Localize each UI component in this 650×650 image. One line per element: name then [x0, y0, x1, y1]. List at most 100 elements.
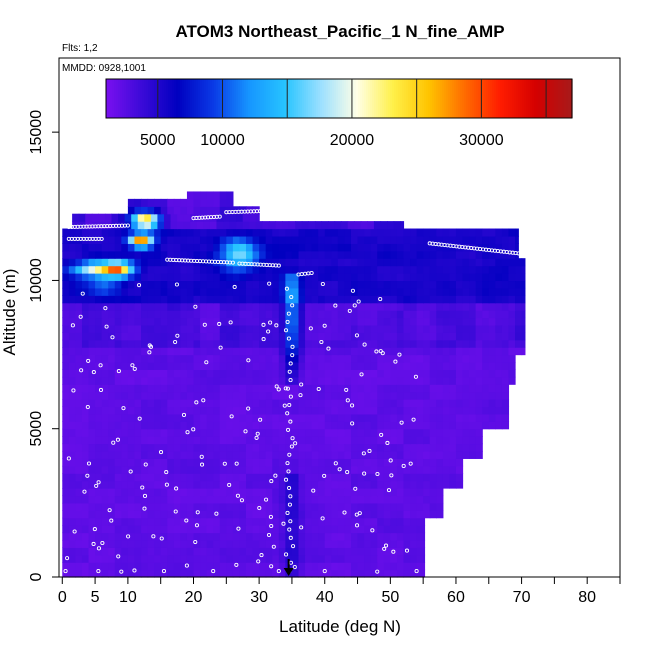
- heat-cell: [370, 406, 378, 415]
- heat-cell: [219, 347, 227, 356]
- colorbar-cell: [376, 79, 379, 118]
- heat-cell: [436, 332, 444, 341]
- colorbar-cell: [138, 79, 141, 118]
- heat-cell: [101, 421, 109, 430]
- heat-cell: [173, 235, 181, 244]
- heat-cell: [200, 317, 208, 326]
- flight-point: [234, 562, 239, 567]
- heat-cell: [62, 428, 70, 437]
- heat-cell: [226, 361, 234, 370]
- flight-point: [308, 326, 313, 331]
- heat-cell: [396, 243, 405, 252]
- flight-point: [354, 333, 359, 338]
- heat-cell: [495, 250, 503, 259]
- heat-cell: [246, 347, 254, 356]
- colorbar-cell: [188, 79, 191, 118]
- heat-cell: [324, 458, 332, 467]
- heat-cell: [101, 480, 109, 489]
- flight-point: [401, 463, 406, 468]
- heat-cell: [265, 554, 273, 563]
- heat-cell: [232, 384, 241, 393]
- heat-cell: [114, 361, 122, 370]
- heat-cell: [147, 465, 155, 474]
- heat-cell: [364, 324, 372, 333]
- heat-cell: [455, 347, 464, 356]
- heat-cell: [108, 510, 116, 519]
- heat-cell: [75, 376, 83, 385]
- heat-cell: [265, 376, 273, 385]
- heat-cell: [213, 235, 221, 244]
- flight-point: [271, 544, 276, 549]
- heat-cell: [167, 525, 175, 534]
- heat-cell: [416, 428, 424, 437]
- heat-cell: [462, 384, 470, 393]
- heat-cell: [350, 473, 359, 482]
- heat-cell: [167, 554, 175, 563]
- heat-cell: [173, 510, 181, 519]
- colorbar-cell: [252, 79, 255, 118]
- heat-cell: [318, 562, 326, 571]
- heat-cell: [508, 310, 516, 319]
- heat-cell: [193, 228, 201, 237]
- heat-cell: [521, 258, 526, 267]
- heat-cell: [272, 488, 280, 497]
- heat-cell: [206, 206, 214, 215]
- heat-cell: [127, 310, 136, 319]
- heat-cell: [449, 310, 457, 319]
- heat-cell: [344, 502, 352, 511]
- heat-cell: [462, 361, 470, 370]
- heat-cell: [298, 250, 306, 259]
- heat-cell: [88, 317, 96, 326]
- heat-cell: [75, 317, 83, 326]
- colorbar-cell: [242, 79, 245, 118]
- heat-cell: [403, 376, 411, 385]
- heat-cell: [488, 302, 496, 311]
- colorbar-tick-label: 5000: [140, 132, 176, 149]
- colorbar-cell: [288, 79, 291, 118]
- heat-cell: [462, 243, 470, 252]
- heat-cell: [442, 480, 450, 489]
- heat-cell: [114, 384, 122, 393]
- heat-cell: [259, 428, 267, 437]
- heat-cell: [357, 339, 365, 348]
- heat-cell: [318, 347, 326, 356]
- heat-cell: [91, 213, 99, 222]
- heat-cell: [62, 525, 70, 534]
- heat-cell: [147, 547, 155, 556]
- heat-cell: [278, 458, 286, 467]
- heat-cell: [436, 406, 444, 415]
- heat-cell: [311, 317, 319, 326]
- heat-cell: [416, 495, 424, 504]
- heat-cell: [370, 347, 378, 356]
- heat-cell: [488, 265, 496, 274]
- heat-cell: [226, 243, 234, 252]
- heat-cell: [108, 258, 116, 267]
- heat-cell: [357, 287, 365, 296]
- heat-cell: [180, 206, 188, 215]
- heat-cell: [200, 562, 208, 571]
- heat-cell: [141, 302, 149, 311]
- heat-cell: [278, 273, 286, 282]
- heat-cell: [423, 280, 431, 289]
- heat-cell: [186, 436, 195, 445]
- heat-cell: [364, 265, 372, 274]
- heat-cell: [285, 525, 293, 534]
- heat-cell: [383, 228, 391, 237]
- heat-cell: [160, 510, 168, 519]
- heat-cell: [232, 406, 241, 415]
- heat-cell: [239, 317, 247, 326]
- heat-cell: [265, 384, 273, 393]
- heat-cell: [383, 280, 391, 289]
- colorbar-cell: [234, 79, 237, 118]
- heat-cell: [318, 310, 326, 319]
- heat-cell: [134, 273, 142, 282]
- heat-cell: [68, 428, 76, 437]
- heat-cell: [278, 517, 286, 526]
- flight-point: [164, 482, 169, 487]
- heat-cell: [193, 391, 201, 400]
- colorbar-cell: [518, 79, 521, 118]
- heat-cell: [429, 310, 437, 319]
- colorbar-cell: [320, 79, 323, 118]
- heat-cell: [183, 221, 191, 230]
- heat-cell: [259, 391, 267, 400]
